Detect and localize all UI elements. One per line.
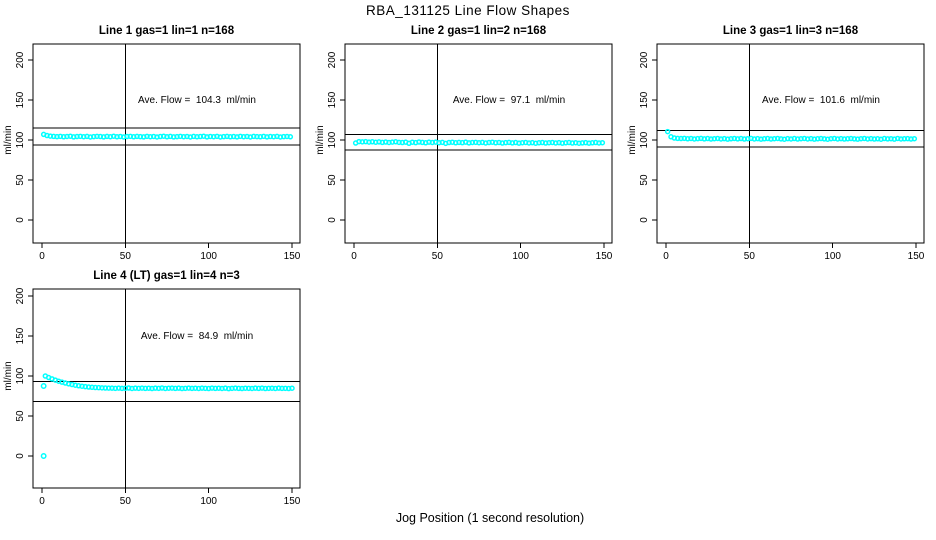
y-axis-label: ml/min (627, 125, 638, 154)
x-axis: 0 50 100 150 (351, 243, 613, 262)
y-axis-label: ml/min (315, 125, 326, 154)
panel-title: Line 4 (LT) gas=1 lin=4 n=3 (93, 270, 239, 282)
y-tick-label: 200 (15, 287, 26, 304)
x-tick-label: 50 (120, 251, 132, 262)
y-tick-label: 150 (639, 91, 650, 108)
panel-plot-svg: 0 50 100 150 0 50 100 150 200 ml/min Line 2 gas=1 … (315, 25, 613, 262)
y-tick-label: 0 (639, 217, 650, 223)
x-tick-label: 50 (432, 251, 444, 262)
x-tick-label: 50 (120, 496, 132, 507)
y-axis: 0 50 100 150 200 (15, 51, 33, 223)
panel-plot-svg: 0 50 100 150 0 50 100 150 200 ml/min Line 1 gas=1 … (3, 25, 301, 262)
y-axis: 0 50 100 150 200 (15, 287, 33, 459)
data-point (289, 385, 295, 391)
x-axis: 0 50 100 150 (39, 488, 301, 507)
plot-box (32, 43, 301, 244)
data-point (287, 134, 294, 140)
y-tick-label: 150 (327, 91, 338, 108)
data-point (664, 128, 671, 135)
x-axis: 0 50 100 150 (663, 243, 925, 262)
y-tick-label: 100 (15, 131, 26, 148)
y-tick-label: 100 (639, 131, 650, 148)
x-tick-label: 0 (351, 251, 357, 262)
x-tick-label: 50 (744, 251, 756, 262)
x-tick-label: 0 (39, 251, 45, 262)
x-tick-label: 100 (200, 251, 217, 262)
plot-box (656, 43, 925, 244)
x-tick-label: 100 (824, 251, 841, 262)
reference-lines (33, 289, 300, 488)
y-tick-label: 0 (327, 217, 338, 223)
data-point-outlier (40, 453, 47, 459)
y-axis: 0 50 100 150 200 (639, 51, 657, 223)
x-tick-label: 100 (512, 251, 529, 262)
y-tick-label: 0 (15, 217, 26, 223)
average-flow-annotation: Ave. Flow = 84.9 ml/min (141, 331, 253, 342)
y-tick-label: 200 (639, 51, 650, 68)
panel-plot-svg: 0 50 100 150 0 50 100 150 200 ml/min Line 4 (LT) g… (3, 270, 301, 507)
panel-line-3: 0 50 100 150 0 50 100 150 200 ml/min Line 3 gas=1 … (624, 18, 936, 265)
panel-line-4: 0 50 100 150 0 50 100 150 200 ml/min Line 4 (LT) g… (0, 263, 312, 510)
data-point (911, 135, 918, 142)
data-series-points (664, 128, 918, 142)
panel-plot-svg: 0 50 100 150 0 50 100 150 200 ml/min Line 3 gas=1 … (627, 25, 925, 262)
x-tick-label: 0 (663, 251, 669, 262)
plot-box (32, 288, 301, 489)
panel-line-1: 0 50 100 150 0 50 100 150 200 ml/min Line 1 gas=1 … (0, 18, 312, 265)
y-axis-label: ml/min (3, 361, 14, 390)
x-tick-label: 150 (284, 251, 301, 262)
x-tick-label: 150 (596, 251, 613, 262)
y-tick-label: 150 (15, 91, 26, 108)
panel-line-2: 0 50 100 150 0 50 100 150 200 ml/min Line 2 gas=1 … (312, 18, 624, 265)
y-tick-label: 200 (327, 51, 338, 68)
y-axis: 0 50 100 150 200 (327, 51, 345, 223)
panel-title: Line 3 gas=1 lin=3 n=168 (723, 25, 859, 37)
y-tick-label: 100 (327, 131, 338, 148)
y-axis-label: ml/min (3, 125, 14, 154)
x-axis: 0 50 100 150 (39, 243, 301, 262)
figure-title: RBA_131125 Line Flow Shapes (366, 3, 570, 18)
y-tick-label: 50 (639, 174, 650, 186)
average-flow-annotation: Ave. Flow = 97.1 ml/min (453, 95, 565, 106)
data-point-outlier (40, 383, 47, 389)
plot-box (344, 43, 613, 244)
reference-lines (657, 44, 924, 243)
panel-title: Line 2 gas=1 lin=2 n=168 (411, 25, 547, 37)
y-tick-label: 50 (15, 410, 26, 422)
panel-title: Line 1 gas=1 lin=1 n=168 (99, 25, 235, 37)
y-tick-label: 100 (15, 367, 26, 384)
x-tick-label: 150 (908, 251, 925, 262)
y-tick-label: 150 (15, 327, 26, 344)
y-tick-label: 50 (15, 174, 26, 186)
y-tick-label: 50 (327, 174, 338, 186)
y-tick-label: 200 (15, 51, 26, 68)
y-tick-label: 0 (15, 453, 26, 459)
x-tick-label: 150 (284, 496, 301, 507)
x-axis-label: Jog Position (1 second resolution) (395, 511, 585, 525)
average-flow-annotation: Ave. Flow = 101.6 ml/min (762, 95, 880, 106)
data-point (599, 139, 606, 146)
data-series-points (40, 373, 295, 459)
data-series-points (352, 138, 606, 147)
x-tick-label: 0 (39, 496, 45, 507)
x-tick-label: 100 (200, 496, 217, 507)
reference-lines (33, 44, 300, 243)
data-series-points (40, 131, 294, 140)
average-flow-annotation: Ave. Flow = 104.3 ml/min (138, 95, 256, 106)
